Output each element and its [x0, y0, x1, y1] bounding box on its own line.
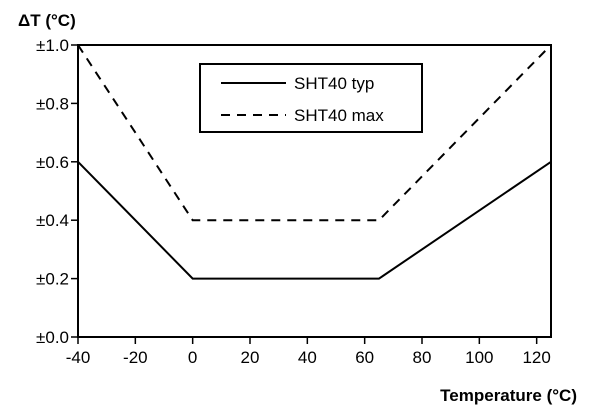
y-tick-label: ±0.6: [36, 153, 69, 172]
x-tick-label: 0: [188, 348, 197, 367]
x-tick-label: 60: [355, 348, 374, 367]
legend-label-max: SHT40 max: [294, 106, 384, 125]
plot-area: -40 -20 0 20 40 60 80 100 120 ±0.0 ±0.2 ±0.4 ±0.6 ±0.…: [36, 36, 552, 367]
plot-frame: [77, 44, 552, 338]
x-tick-label: 80: [413, 348, 432, 367]
legend-label-typ: SHT40 typ: [294, 74, 374, 93]
legend-box: [199, 63, 423, 133]
y-tick-label: ±0.2: [36, 270, 69, 289]
x-axis-title: Temperature (°C): [440, 386, 577, 405]
x-tick-label: -20: [123, 348, 148, 367]
y-tick-label: ±0.0: [36, 328, 69, 347]
x-tick-label: 40: [298, 348, 317, 367]
legend: SHT40 typ SHT40 max: [199, 63, 423, 133]
x-tick-label: 120: [522, 348, 550, 367]
series-line-typ: [77, 160, 552, 280]
y-tick-label: ±0.8: [36, 94, 69, 113]
x-tick-label: 100: [465, 348, 493, 367]
y-axis-title: ΔT (°C): [18, 11, 76, 30]
y-tick-label: ±1.0: [36, 36, 69, 55]
series-line-max: [77, 44, 552, 222]
y-tick-label: ±0.4: [36, 211, 69, 230]
x-tick-label: 20: [241, 348, 260, 367]
x-tick-label: -40: [66, 348, 91, 367]
